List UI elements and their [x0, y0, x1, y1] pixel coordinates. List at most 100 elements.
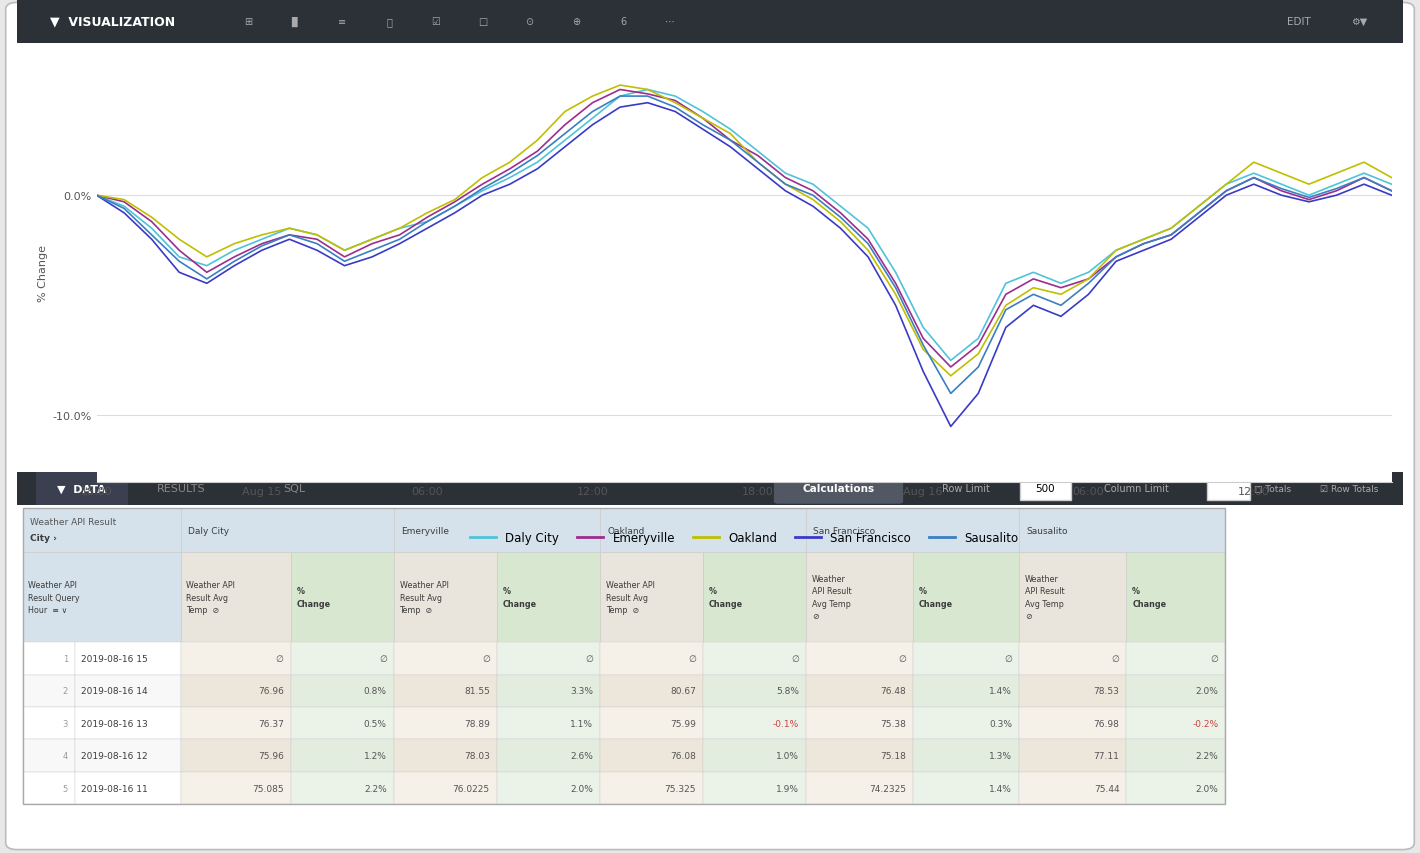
Text: 1.2%: 1.2% [364, 751, 386, 760]
Text: 1.4%: 1.4% [990, 687, 1012, 695]
FancyBboxPatch shape [75, 642, 180, 675]
FancyBboxPatch shape [23, 553, 180, 642]
Text: Oakland: Oakland [608, 526, 645, 535]
Text: 0.8%: 0.8% [364, 687, 386, 695]
FancyBboxPatch shape [1020, 675, 1126, 707]
Text: 4: 4 [62, 751, 68, 760]
Text: 1: 1 [62, 654, 68, 663]
FancyBboxPatch shape [23, 772, 75, 804]
FancyBboxPatch shape [774, 475, 903, 504]
Text: 5.8%: 5.8% [777, 687, 799, 695]
FancyBboxPatch shape [6, 3, 1414, 850]
Text: 2: 2 [62, 687, 68, 695]
Text: ≡: ≡ [338, 17, 346, 27]
FancyBboxPatch shape [393, 508, 601, 553]
FancyBboxPatch shape [180, 642, 291, 675]
Text: 2019-08-16 12: 2019-08-16 12 [81, 751, 148, 760]
Text: 1.3%: 1.3% [990, 751, 1012, 760]
Text: ∅: ∅ [1112, 654, 1119, 663]
FancyBboxPatch shape [1020, 553, 1126, 642]
Text: 78.89: 78.89 [464, 719, 490, 728]
FancyBboxPatch shape [807, 707, 913, 740]
Text: Weather
API Result
Avg Temp
⊘: Weather API Result Avg Temp ⊘ [812, 574, 852, 621]
FancyBboxPatch shape [913, 553, 1020, 642]
FancyBboxPatch shape [180, 707, 291, 740]
Text: ⊞: ⊞ [244, 17, 253, 27]
Text: □: □ [479, 17, 487, 27]
Text: 75.38: 75.38 [880, 719, 906, 728]
FancyBboxPatch shape [1126, 707, 1225, 740]
Text: 2.0%: 2.0% [1196, 784, 1218, 792]
FancyBboxPatch shape [1020, 642, 1126, 675]
FancyBboxPatch shape [497, 553, 601, 642]
Text: 76.08: 76.08 [670, 751, 696, 760]
Text: %
Change: % Change [503, 587, 537, 608]
Text: ∅: ∅ [481, 654, 490, 663]
Text: 6: 6 [621, 17, 626, 27]
Text: ∅: ∅ [899, 654, 906, 663]
FancyBboxPatch shape [180, 508, 393, 553]
Legend: Daly City, Emeryville, Oakland, San Francisco, Sausalito: Daly City, Emeryville, Oakland, San Fran… [466, 527, 1022, 549]
Text: Calculations: Calculations [802, 484, 875, 494]
FancyBboxPatch shape [601, 740, 703, 772]
Y-axis label: % Change: % Change [38, 245, 48, 301]
Text: 74.2325: 74.2325 [869, 784, 906, 792]
Text: 76.48: 76.48 [880, 687, 906, 695]
Text: 3.3%: 3.3% [569, 687, 594, 695]
Text: SQL: SQL [284, 484, 305, 494]
Text: 75.96: 75.96 [258, 751, 284, 760]
Text: ∅: ∅ [1004, 654, 1012, 663]
Text: 76.96: 76.96 [258, 687, 284, 695]
Text: 76.98: 76.98 [1093, 719, 1119, 728]
FancyBboxPatch shape [807, 553, 913, 642]
FancyBboxPatch shape [601, 508, 807, 553]
FancyBboxPatch shape [17, 473, 1403, 505]
Text: %
Change: % Change [297, 587, 331, 608]
FancyBboxPatch shape [601, 675, 703, 707]
Text: 2.2%: 2.2% [364, 784, 386, 792]
FancyBboxPatch shape [1020, 508, 1225, 553]
Text: ∅: ∅ [791, 654, 799, 663]
FancyBboxPatch shape [180, 675, 291, 707]
Text: 1.4%: 1.4% [990, 784, 1012, 792]
FancyBboxPatch shape [1126, 553, 1225, 642]
FancyBboxPatch shape [1126, 740, 1225, 772]
Text: ☑: ☑ [432, 17, 440, 27]
Text: %
Change: % Change [709, 587, 743, 608]
FancyBboxPatch shape [1207, 479, 1250, 501]
Text: Weather API
Result Query
Hour  ≡ ∨: Weather API Result Query Hour ≡ ∨ [28, 581, 80, 614]
FancyBboxPatch shape [75, 772, 180, 804]
Text: 2019-08-16 13: 2019-08-16 13 [81, 719, 148, 728]
Text: 2.2%: 2.2% [1196, 751, 1218, 760]
FancyBboxPatch shape [393, 707, 497, 740]
FancyBboxPatch shape [497, 740, 601, 772]
FancyBboxPatch shape [291, 740, 393, 772]
Text: %
Change: % Change [919, 587, 953, 608]
Text: ☑ Row Totals: ☑ Row Totals [1319, 485, 1379, 493]
FancyBboxPatch shape [703, 642, 807, 675]
Text: 2.0%: 2.0% [1196, 687, 1218, 695]
Text: 77.11: 77.11 [1093, 751, 1119, 760]
FancyBboxPatch shape [23, 642, 75, 675]
FancyBboxPatch shape [17, 0, 1403, 44]
Text: 1.9%: 1.9% [777, 784, 799, 792]
Text: 78.53: 78.53 [1093, 687, 1119, 695]
FancyBboxPatch shape [291, 772, 393, 804]
Text: Sausalito: Sausalito [1027, 526, 1068, 535]
FancyBboxPatch shape [1126, 772, 1225, 804]
Text: ∅: ∅ [379, 654, 386, 663]
Text: 3: 3 [62, 719, 68, 728]
FancyBboxPatch shape [913, 675, 1020, 707]
Text: Column Limit: Column Limit [1103, 484, 1169, 494]
Text: □ Totals: □ Totals [1254, 485, 1291, 493]
Text: 75.085: 75.085 [251, 784, 284, 792]
Text: Weather API
Result Avg
Temp  ⊘: Weather API Result Avg Temp ⊘ [186, 581, 236, 614]
Text: 0.5%: 0.5% [364, 719, 386, 728]
Text: 1.0%: 1.0% [777, 751, 799, 760]
FancyBboxPatch shape [913, 707, 1020, 740]
Text: ⚙▼: ⚙▼ [1350, 17, 1367, 27]
Text: 500: 500 [1035, 484, 1055, 494]
FancyBboxPatch shape [75, 740, 180, 772]
FancyBboxPatch shape [601, 642, 703, 675]
FancyBboxPatch shape [393, 642, 497, 675]
